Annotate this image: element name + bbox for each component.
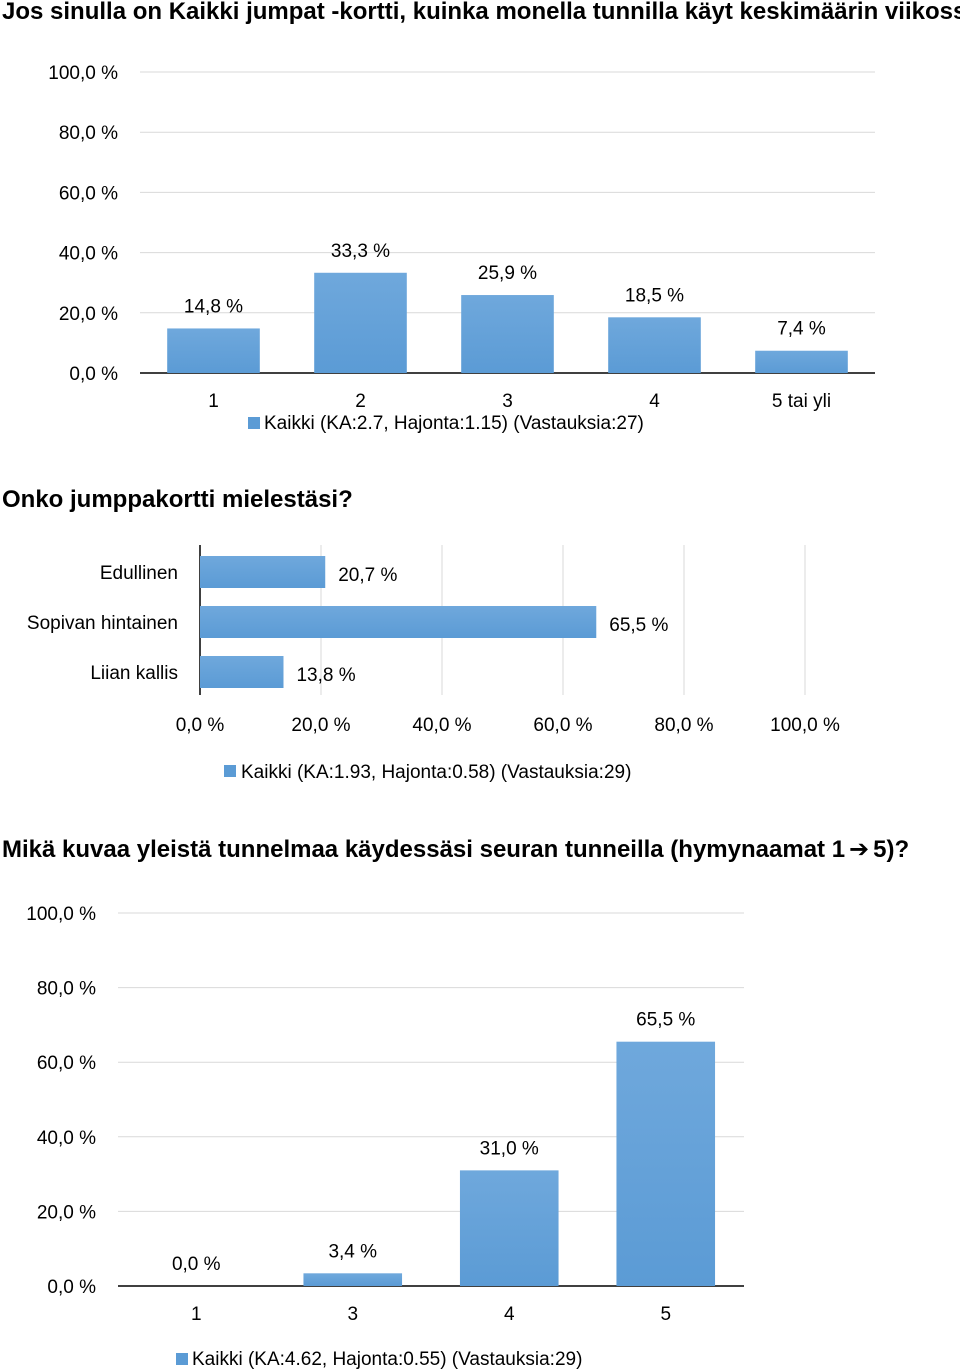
- y-tick-label: 100,0 %: [26, 904, 96, 925]
- x-category-label: 5 tai yli: [772, 391, 831, 412]
- x-category-label: 3: [502, 391, 513, 412]
- y-tick-label: 100,0 %: [48, 63, 118, 84]
- x-category-label: 4: [504, 1304, 515, 1325]
- bar: [459, 1170, 559, 1286]
- x-category-label: 1: [208, 391, 219, 412]
- y-tick-label: 80,0 %: [59, 123, 118, 144]
- question-2-title: Onko jumppakortti mielestäsi?: [2, 486, 353, 513]
- bar-value-label: 13,8 %: [296, 665, 355, 686]
- x-category-label: 1: [191, 1304, 202, 1325]
- bar: [755, 350, 848, 373]
- x-category-label: 4: [649, 391, 660, 412]
- legend-label: Kaikki (KA:4.62, Hajonta:0.55) (Vastauks…: [192, 1349, 582, 1370]
- bar-value-label: 20,7 %: [338, 565, 397, 586]
- legend-swatch: [224, 765, 236, 777]
- bar-value-label: 3,4 %: [328, 1241, 377, 1262]
- bar-value-label: 25,9 %: [478, 263, 537, 284]
- bar-value-label: 33,3 %: [331, 241, 390, 262]
- x-category-label: 2: [355, 391, 366, 412]
- bar-value-label: 7,4 %: [777, 319, 826, 340]
- bar-value-label: 18,5 %: [625, 285, 684, 306]
- legend-swatch: [176, 1353, 188, 1365]
- legend-label: Kaikki (KA:1.93, Hajonta:0.58) (Vastauks…: [241, 762, 631, 783]
- bar: [200, 656, 284, 688]
- bar: [303, 1273, 403, 1286]
- y-tick-label: 0,0 %: [69, 364, 118, 385]
- y-tick-label: 20,0 %: [59, 304, 118, 325]
- bar: [200, 556, 326, 588]
- x-tick-label: 80,0 %: [654, 715, 713, 736]
- question-1-title: Jos sinulla on Kaikki jumpat -kortti, ku…: [2, 0, 960, 25]
- y-tick-label: 40,0 %: [37, 1128, 96, 1149]
- x-tick-label: 20,0 %: [291, 715, 350, 736]
- y-tick-label: 60,0 %: [59, 183, 118, 204]
- chart-2: 0,0 % 20,0 % 40,0 % 60,0 % 80,0 % 100,0 % 20,7…: [27, 545, 840, 783]
- question-3-title-part-1: Mikä kuvaa yleistä tunnelmaa käydessäsi …: [2, 836, 846, 863]
- y-tick-label: 40,0 %: [59, 244, 118, 265]
- question-3-title-part-2: 5)?: [873, 836, 910, 863]
- legend-swatch: [248, 417, 260, 429]
- bar: [200, 606, 597, 638]
- bar-value-label: 31,0 %: [480, 1138, 539, 1159]
- bar: [314, 272, 407, 373]
- bar-value-label: 14,8 %: [184, 296, 243, 317]
- y-tick-label: 20,0 %: [37, 1202, 96, 1223]
- x-tick-label: 60,0 %: [533, 715, 592, 736]
- x-tick-label: 100,0 %: [770, 715, 840, 736]
- y-category-label: Edullinen: [100, 563, 178, 584]
- legend-label: Kaikki (KA:2.7, Hajonta:1.15) (Vastauksi…: [264, 413, 644, 434]
- x-tick-label: 0,0 %: [176, 715, 225, 736]
- bar-value-label: 0,0 %: [172, 1254, 221, 1275]
- y-tick-label: 0,0 %: [47, 1277, 96, 1298]
- x-category-label: 3: [347, 1304, 358, 1325]
- bar: [167, 328, 260, 373]
- y-tick-label: 60,0 %: [37, 1053, 96, 1074]
- chart-1: 0,0 % 20,0 % 40,0 % 60,0 % 80,0 % 100,0 % 14,8…: [48, 63, 875, 434]
- y-tick-label: 80,0 %: [37, 979, 96, 1000]
- arrow-right-icon: ➔: [849, 836, 870, 863]
- bar: [608, 317, 701, 373]
- x-tick-label: 40,0 %: [412, 715, 471, 736]
- bar: [616, 1041, 716, 1286]
- question-3-title: Mikä kuvaa yleistä tunnelmaa käydessäsi …: [2, 835, 909, 864]
- y-category-label: Liian kallis: [90, 663, 178, 684]
- y-category-label: Sopivan hintainen: [27, 613, 178, 634]
- bar-value-label: 65,5 %: [636, 1010, 695, 1031]
- bar-value-label: 65,5 %: [609, 615, 668, 636]
- x-category-label: 5: [660, 1304, 671, 1325]
- bar: [461, 295, 554, 373]
